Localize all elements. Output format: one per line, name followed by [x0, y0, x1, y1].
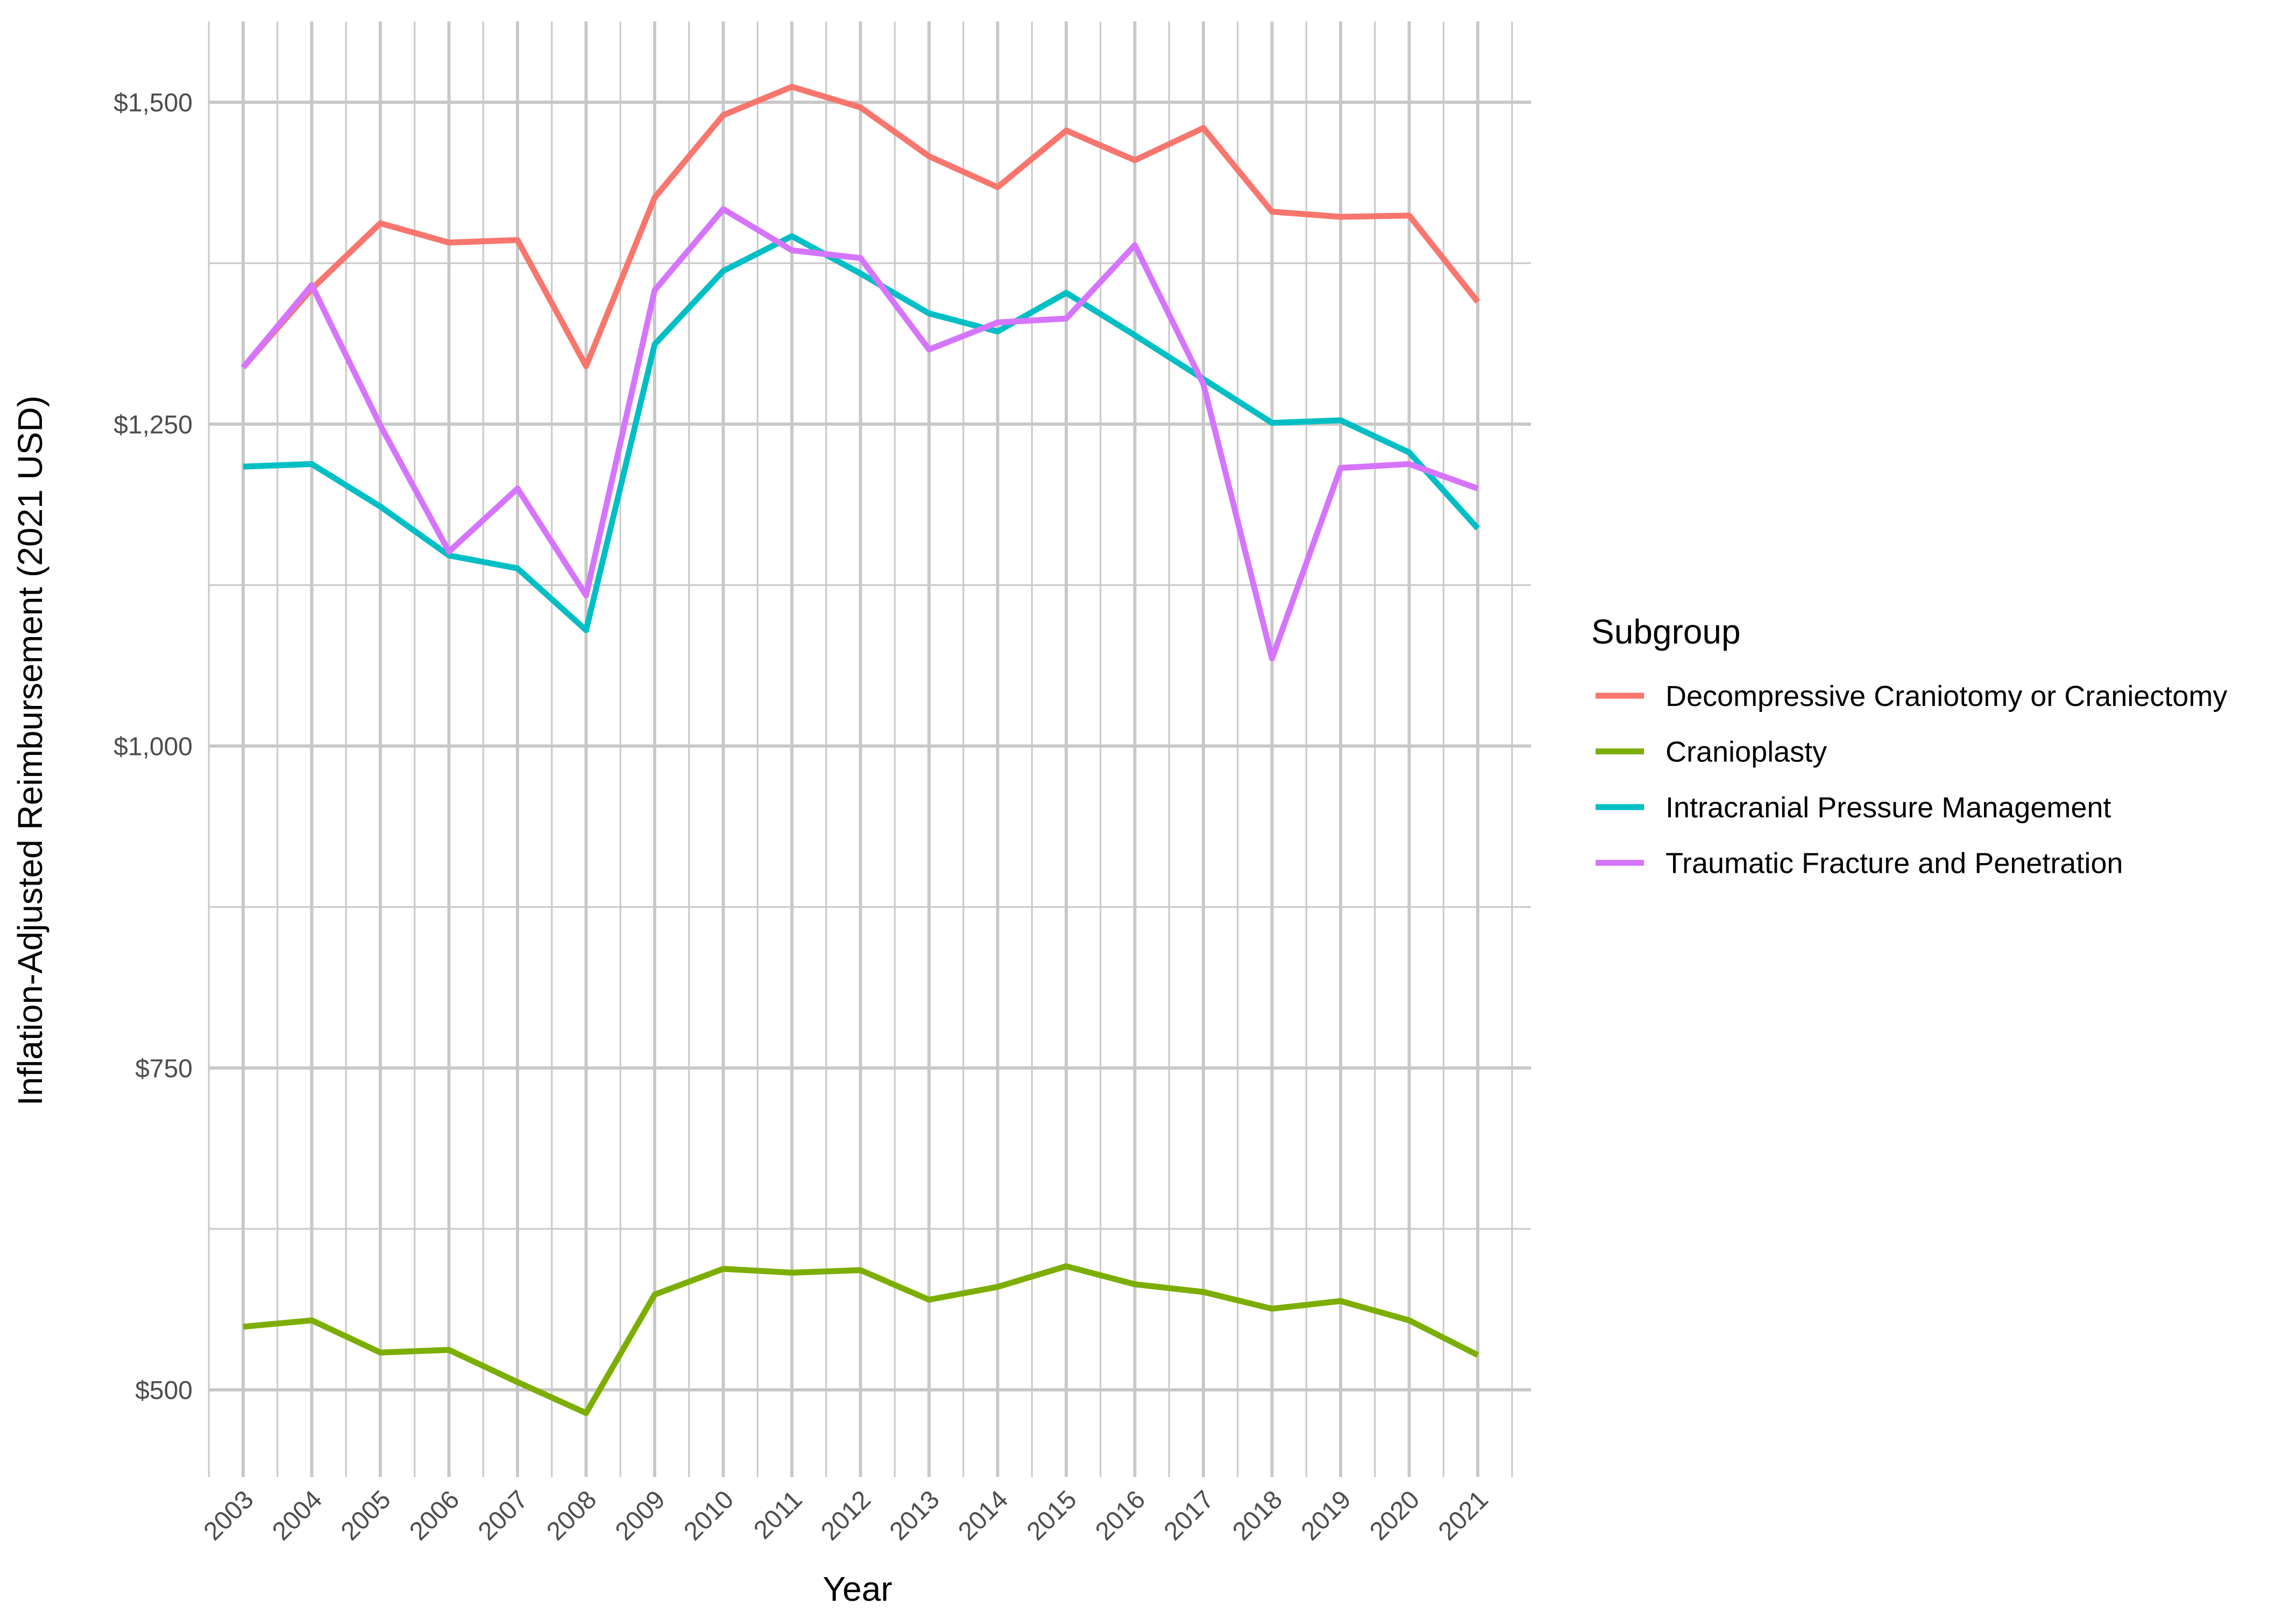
- y-tick-label: $1,000: [114, 733, 193, 761]
- legend-label: Traumatic Fracture and Penetration: [1666, 847, 2123, 880]
- y-tick-label: $750: [135, 1055, 193, 1083]
- legend-label: Intracranial Pressure Management: [1666, 792, 2111, 824]
- y-tick-label: $1,500: [114, 89, 193, 117]
- x-axis-title: Year: [823, 1570, 892, 1608]
- y-axis-title: Inflation-Adjusted Reimbursement (2021 U…: [11, 395, 49, 1106]
- y-tick-label: $1,250: [114, 411, 193, 439]
- legend-title: Subgroup: [1591, 612, 1741, 651]
- series-line-intracranial-pressure-management: [243, 233, 1480, 633]
- series-line-traumatic-fracture-and-penetration: [240, 206, 1479, 662]
- series-line-decompressive-craniotomy-or-craniectomy: [240, 83, 1480, 370]
- series-layer: [240, 83, 1480, 1416]
- grid-minor: [208, 22, 1531, 1477]
- legend: Subgroup Decompressive Craniotomy or Cra…: [1591, 612, 2227, 880]
- legend-label: Decompressive Craniotomy or Craniectomy: [1666, 680, 2227, 712]
- series-line-cranioplasty: [243, 1263, 1479, 1416]
- legend-items: Decompressive Craniotomy or Craniectomy C…: [1596, 680, 2227, 880]
- y-tick-label: $500: [135, 1376, 193, 1405]
- grid-major: [209, 22, 1531, 1477]
- y-tick-labels: $500 $750 $1,000 $1,250 $1,500: [114, 89, 193, 1405]
- legend-label: Cranioplasty: [1666, 736, 1827, 768]
